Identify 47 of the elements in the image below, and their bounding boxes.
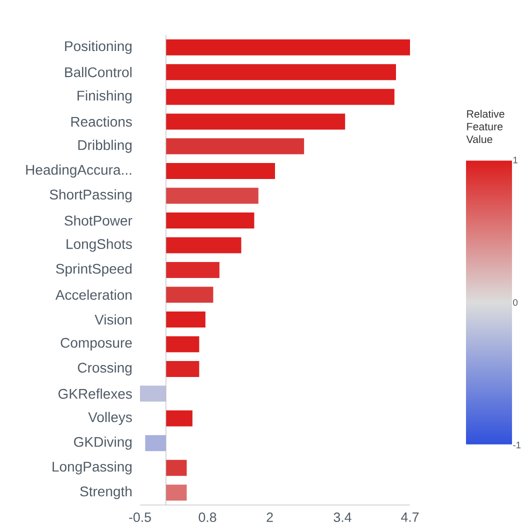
bar: [166, 39, 410, 56]
bar: [166, 460, 187, 476]
y-tick-label: SprintSpeed: [56, 263, 132, 277]
y-tick-label: Positioning: [65, 40, 132, 54]
y-tick-label: Composure: [60, 338, 132, 351]
color-bar-title: Relative Feature Value: [466, 110, 504, 144]
bar: [166, 410, 192, 426]
color-bar-label: -1: [513, 442, 521, 448]
bar: [166, 237, 242, 254]
bar: [166, 212, 254, 229]
y-tick-label: Vision: [94, 314, 132, 325]
color-bar-label: 0: [513, 299, 518, 306]
bar: [166, 262, 220, 278]
color-bar-label: 1: [513, 156, 518, 164]
y-tick-label: Reactions: [71, 116, 132, 127]
bar: [145, 435, 166, 452]
bar: [166, 163, 276, 180]
x-tick-label: 3.4: [334, 512, 352, 522]
y-tick-label: BallControl: [65, 66, 132, 78]
y-tick-label: Volleys: [88, 412, 132, 425]
x-tick-label: 2: [266, 512, 273, 522]
y-tick-label: HeadingAccura...: [26, 164, 132, 178]
y-tick-label: Crossing: [78, 362, 132, 376]
y-tick-label: ShotPower: [64, 215, 132, 226]
y-tick-label: ShortPassing: [50, 189, 132, 202]
bar: [166, 360, 200, 377]
bar: [166, 311, 206, 328]
bar: [166, 336, 200, 352]
bar: [166, 64, 396, 80]
bar: [140, 386, 166, 402]
x-tick-label: 4.7: [401, 512, 419, 522]
bar: [166, 88, 394, 105]
x-tick-label: 0.8: [198, 512, 216, 522]
y-tick-label: Finishing: [78, 90, 132, 104]
x-tick-label: -0.5: [129, 512, 151, 522]
bar: [166, 114, 346, 130]
y-tick-label: GKReflexes: [58, 388, 132, 399]
y-tick-label: Acceleration: [55, 290, 132, 300]
y-tick-label: LongShots: [66, 238, 132, 252]
y-tick-label: GKDiving: [74, 436, 132, 450]
bar: [166, 138, 304, 154]
y-tick-label: LongPassing: [52, 461, 132, 474]
y-tick-label: Strength: [80, 486, 132, 500]
bar: [166, 484, 187, 501]
bar: [166, 286, 214, 303]
bar: [166, 188, 258, 204]
y-tick-label: Dribbling: [78, 140, 132, 153]
